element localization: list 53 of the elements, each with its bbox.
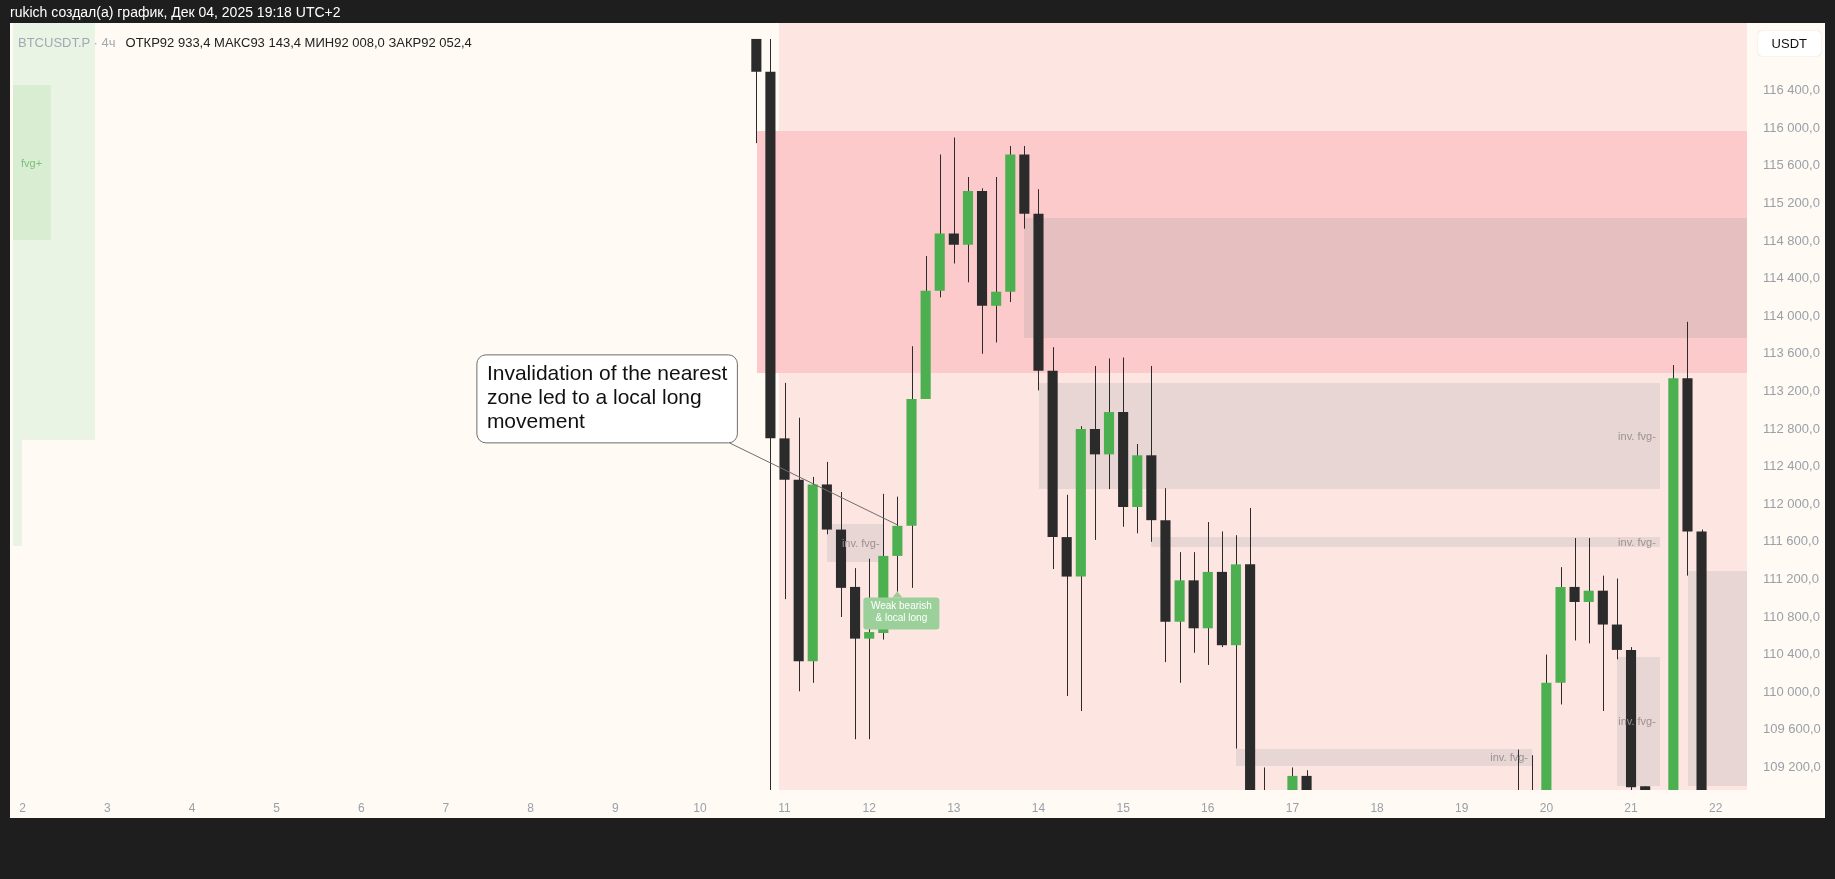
y-tick-label: 114 000,0 [1763,307,1820,323]
x-tick-label: 6 [357,800,365,815]
y-tick-label: 112 000,0 [1763,495,1820,511]
x-tick-label: 17 [1285,800,1300,815]
annotation: fvg+ [20,156,43,169]
y-tick-label: 115 200,0 [1763,194,1820,210]
candlestick [1583,537,1594,644]
x-tick-label: 22 [1709,800,1723,815]
y-tick-label: 116 400,0 [1763,82,1820,98]
x-tick-label: 4 [188,800,196,815]
candlestick [1569,537,1580,642]
annotation: Weak bearish & local long [870,600,932,624]
y-tick-label: 113 600,0 [1763,345,1820,361]
chart-title: BTCUSDT.P · 4ч [18,35,116,50]
x-tick-label: 3 [104,800,111,815]
x-tick-label: 14 [1031,800,1046,815]
annotation: inv. fvg- [1618,535,1656,548]
x-tick-label: 15 [1116,800,1131,815]
y-tick-label: 115 600,0 [1763,157,1820,173]
x-tick-label: 19 [1455,800,1469,815]
x-tick-label: 2 [19,800,27,815]
x-tick-label: 21 [1624,800,1639,815]
y-tick-label: 114 400,0 [1763,270,1820,286]
x-tick-label: 9 [611,800,619,815]
text: rukich создал(а) график, Дек 04, 2025 19:18 UTC+2 [10,4,341,20]
y-axis-title: USDT [1757,31,1821,56]
x-tick-label: 13 [947,800,961,815]
x-tick-label: 12 [862,800,877,815]
y-tick-label: 114 800,0 [1763,232,1820,248]
chart-subtitle: ОТКР92 933,4 МАКС93 143,4 МИН92 008,0 ЗАКР92 052,4 [125,35,472,50]
y-tick-label: 116 000,0 [1763,119,1820,135]
x-tick-label: 18 [1370,800,1385,815]
y-tick-label: 111 200,0 [1763,570,1819,586]
y-tick-label: 109 600,0 [1763,721,1821,737]
y-tick-label: 111 600,0 [1763,533,1819,549]
y-tick-label: 110 400,0 [1763,646,1820,662]
y-tick-label: 110 000,0 [1763,683,1820,699]
y-tick-label: 112 400,0 [1763,458,1820,474]
candlestick [948,137,959,264]
annotation: Invalidation of the nearest zone led to a local long movement [486,361,728,433]
y-tick-label: 112 800,0 [1763,420,1820,436]
x-tick-label: 5 [273,800,281,815]
y-tick-label: 110 800,0 [1763,608,1820,624]
annotation: inv. fvg- [1618,429,1656,442]
x-tick-label: 10 [693,800,707,815]
x-tick-label: 8 [527,800,535,815]
x-tick-label: 16 [1201,800,1215,815]
candlestick [991,176,1002,343]
x-tick-label: 11 [778,800,792,815]
y-tick-label: 109 200,0 [1763,759,1821,775]
x-tick-label: 7 [442,800,450,815]
y-tick-label: 113 200,0 [1763,382,1820,398]
x-tick-label: 20 [1539,800,1554,815]
